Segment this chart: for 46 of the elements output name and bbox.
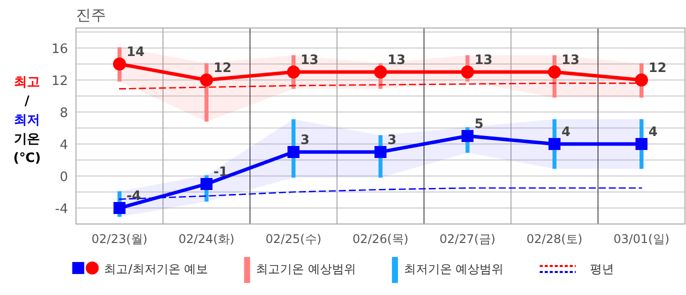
y-tick-label: 12 <box>51 74 68 89</box>
legend-label: 최고기온 예상범위 <box>256 262 356 276</box>
y-tick-label: 16 <box>51 42 68 57</box>
point <box>114 202 126 214</box>
data-label: 12 <box>648 61 667 76</box>
y-tick-label: 4 <box>60 138 68 153</box>
data-label: 13 <box>474 53 493 68</box>
point <box>200 178 212 190</box>
data-label: 14 <box>126 45 145 60</box>
legend-label: 최저기온 예상범위 <box>404 262 504 276</box>
point <box>548 66 561 78</box>
x-tick-label: 03/01(일) <box>614 232 670 246</box>
point <box>462 130 474 142</box>
point <box>200 74 213 86</box>
x-tick-label: 02/28(토) <box>526 232 582 246</box>
data-label: 13 <box>300 53 319 68</box>
y-tick-label: -4 <box>55 202 68 217</box>
x-tick-label: 02/23(월) <box>92 232 148 246</box>
x-tick-label: 02/26(목) <box>352 232 408 246</box>
x-tick-label: 02/24(화) <box>178 232 234 246</box>
point <box>548 138 560 150</box>
chart-title: 진주 <box>76 6 106 24</box>
data-label: 4 <box>648 125 658 140</box>
legend-label: 최고/최저기온 예보 <box>104 262 208 276</box>
data-label: -1 <box>214 165 228 180</box>
point <box>374 66 387 78</box>
y-tick-label: 8 <box>60 106 68 121</box>
data-label: 13 <box>562 53 580 68</box>
point <box>287 66 300 78</box>
x-tick-label: 02/25(수) <box>266 232 322 246</box>
data-label: 3 <box>300 133 310 148</box>
data-label: 5 <box>474 117 484 132</box>
point <box>636 138 648 150</box>
legend-label: 평년 <box>590 262 614 276</box>
data-label: 13 <box>388 53 406 68</box>
point <box>461 66 474 78</box>
data-label: 12 <box>214 61 232 76</box>
data-label: 4 <box>562 125 571 140</box>
x-tick-label: 02/27(금) <box>440 232 496 246</box>
data-label: 3 <box>388 133 397 148</box>
point <box>288 146 300 158</box>
point <box>374 146 386 158</box>
y-axis-title: 최고 / 최저 기온 (℃) <box>13 75 41 166</box>
point <box>635 74 648 86</box>
point <box>113 58 126 70</box>
y-tick-label: 0 <box>60 170 68 185</box>
